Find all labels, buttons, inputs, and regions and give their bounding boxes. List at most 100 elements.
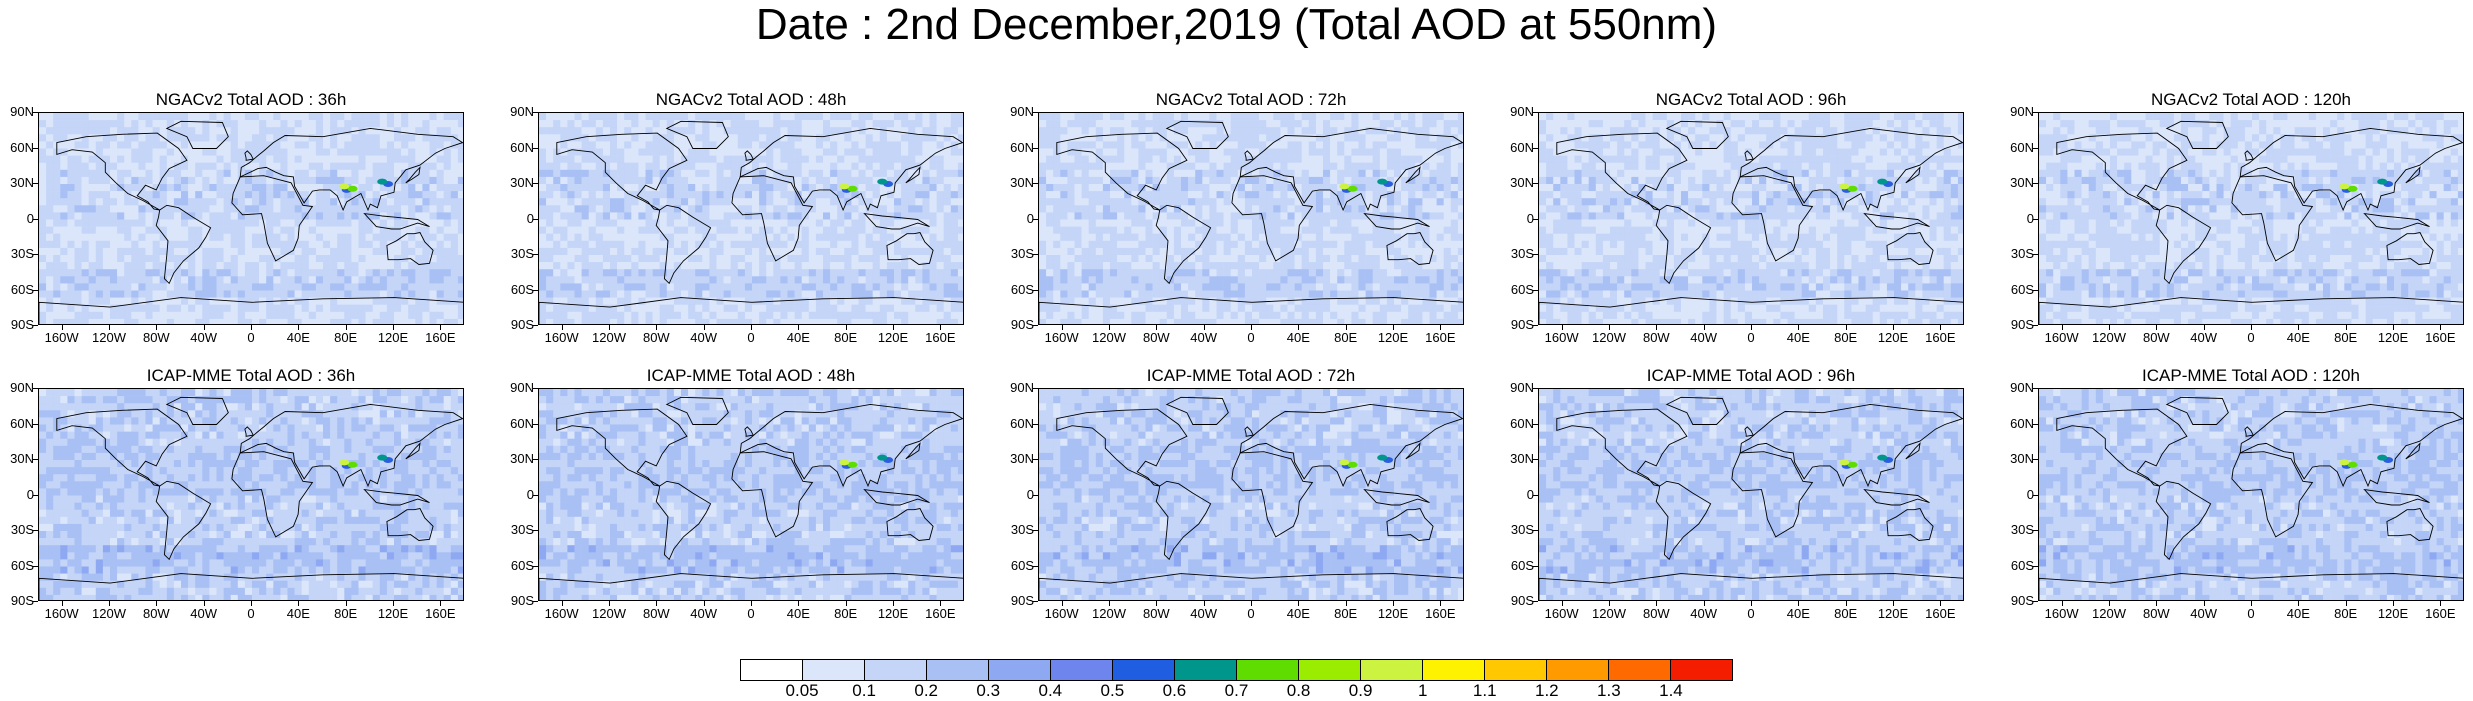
aod-cell	[173, 304, 182, 313]
aod-cell	[574, 297, 582, 305]
aod-cell	[315, 226, 324, 234]
aod-cell	[908, 276, 916, 284]
aod-cell	[166, 155, 175, 163]
aod-cell	[1195, 262, 1203, 270]
aod-cell	[1315, 219, 1324, 227]
aod-cell	[659, 219, 668, 227]
aod-cell	[188, 205, 196, 213]
aod-cell	[386, 198, 395, 206]
aod-cell	[1273, 169, 1281, 178]
aod-cell	[1379, 141, 1388, 149]
aod-cell	[266, 318, 274, 324]
aod-cell	[173, 184, 182, 192]
aod-cell	[666, 205, 675, 213]
aod-cell	[865, 134, 873, 142]
aod-cell	[1081, 141, 1089, 149]
aod-cell	[74, 283, 82, 291]
aod-cell	[102, 198, 111, 206]
aod-cell	[315, 311, 324, 320]
aod-cell	[666, 240, 675, 249]
aod-cell	[53, 120, 61, 128]
aod-cell	[124, 120, 132, 128]
aod-cell	[323, 162, 331, 171]
aod-cell	[560, 290, 568, 298]
aod-cell	[188, 240, 196, 249]
aod-cell	[408, 318, 416, 324]
aod-cell	[1046, 233, 1054, 242]
aod-cell	[422, 198, 430, 206]
aod-cell	[223, 141, 231, 149]
aod-cell	[936, 176, 944, 185]
aod-cell	[879, 318, 888, 324]
aod-cell	[1443, 219, 1452, 227]
aod-cell	[1223, 127, 1231, 135]
aod-cell	[595, 127, 604, 135]
aod-cell	[539, 255, 547, 263]
aod-cell	[823, 113, 831, 121]
aod-cell	[709, 318, 717, 324]
aod-map	[1038, 112, 1464, 325]
aod-cell	[723, 240, 731, 249]
aod-cell	[595, 162, 604, 171]
aod-cell	[709, 233, 717, 242]
aod-cell	[673, 141, 682, 149]
aod-cell	[60, 176, 68, 185]
aod-cell	[358, 120, 366, 128]
aod-cell	[1124, 191, 1132, 199]
aod-cell	[287, 141, 295, 149]
aod-cell	[1060, 134, 1068, 142]
aod-cell	[695, 318, 703, 324]
aod-cell	[744, 297, 753, 305]
aod-cell	[539, 155, 547, 163]
latitude-label: 60S	[10, 281, 34, 297]
aod-cell	[124, 262, 132, 270]
aod-cell	[823, 169, 831, 178]
aod-cell	[652, 290, 660, 298]
aod-cell	[457, 290, 463, 298]
aod-cell	[752, 283, 760, 291]
aod-cell	[752, 191, 760, 199]
aod-cell	[1365, 113, 1373, 121]
aod-cell	[723, 297, 731, 305]
aod-cell	[372, 134, 381, 142]
aod-cell	[773, 155, 781, 163]
aod-cell	[574, 269, 582, 277]
longitude-tick	[298, 325, 300, 330]
aod-cell	[886, 255, 895, 263]
aod-cell	[358, 155, 366, 163]
aod-cell	[886, 297, 895, 305]
aod-cell	[610, 318, 618, 324]
aod-cell	[638, 127, 646, 135]
aod-cell	[943, 162, 952, 171]
aod-cell	[546, 184, 554, 192]
aod-cell	[1102, 240, 1111, 249]
aod-cell	[794, 283, 802, 291]
latitude-tick	[33, 254, 38, 255]
aod-cell	[1095, 134, 1104, 142]
aod-cell	[351, 276, 359, 284]
aod-cell	[943, 240, 952, 249]
aod-cell	[1372, 141, 1381, 149]
aod-cell	[195, 226, 203, 234]
aod-cell	[851, 205, 859, 213]
aod-cell	[46, 212, 54, 220]
aod-cell	[574, 247, 582, 256]
aod-cell	[1372, 155, 1381, 163]
aod-cell	[273, 233, 281, 242]
aod-cell	[379, 255, 388, 263]
aod-cell	[266, 127, 274, 135]
aod-cell	[1308, 148, 1317, 156]
aod-cell	[936, 169, 944, 178]
aod-cell	[1159, 226, 1168, 234]
aod-cell	[652, 269, 660, 277]
aod-cell	[1216, 198, 1224, 206]
aod-cell	[638, 148, 646, 156]
aod-cell	[922, 276, 930, 284]
aod-cell	[709, 276, 717, 284]
aod-cell	[957, 134, 963, 142]
aod-cell	[287, 297, 295, 305]
aod-cell	[830, 134, 838, 142]
aod-cell	[702, 134, 710, 142]
aod-cell	[581, 318, 589, 324]
aod-cell	[46, 290, 54, 298]
